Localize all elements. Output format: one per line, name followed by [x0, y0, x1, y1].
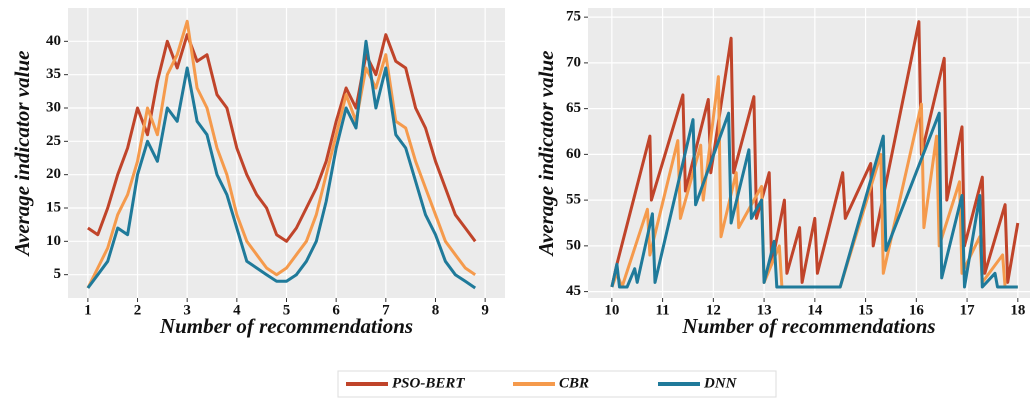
- y-tick-label: 5: [54, 266, 62, 282]
- x-tick-label: 11: [656, 302, 670, 318]
- legend-label: CBR: [559, 375, 589, 391]
- y-tick-label: 45: [566, 283, 581, 299]
- y-tick-label: 70: [566, 54, 581, 70]
- x-tick-label: 6: [332, 302, 340, 318]
- y-tick-label: 10: [46, 233, 61, 249]
- y-axis-title: Average indicator value: [10, 51, 34, 258]
- y-tick-label: 25: [46, 133, 61, 149]
- x-tick-label: 15: [858, 302, 873, 318]
- y-tick-label: 60: [566, 146, 581, 162]
- x-tick-label: 13: [757, 302, 772, 318]
- x-tick-label: 12: [706, 302, 721, 318]
- x-tick-label: 2: [134, 302, 142, 318]
- x-tick-label: 7: [382, 302, 390, 318]
- series-line: [87, 33, 477, 243]
- y-tick-label: 30: [46, 99, 61, 115]
- series-line: [610, 111, 1018, 289]
- x-tick-label: 3: [183, 302, 191, 318]
- x-tick-label: 4: [233, 302, 241, 318]
- series-line: [610, 20, 1020, 288]
- x-tick-label: 8: [432, 302, 440, 318]
- legend-label: PSO-BERT: [392, 375, 465, 391]
- series-line: [86, 19, 477, 289]
- x-axis-title: Number of recommendations: [681, 314, 935, 338]
- x-tick-label: 18: [1010, 302, 1025, 318]
- legend-label: DNN: [703, 375, 738, 391]
- series-line: [610, 75, 1018, 289]
- x-tick-label: 1: [84, 302, 92, 318]
- series-line: [86, 39, 477, 290]
- x-axis-title: Number of recommendations: [159, 314, 413, 338]
- y-axis-title: Average indicator value: [534, 51, 558, 258]
- legend-box: [337, 370, 777, 398]
- x-tick-label: 16: [909, 302, 925, 318]
- y-tick-label: 75: [566, 9, 581, 25]
- x-tick-label: 10: [604, 302, 619, 318]
- y-tick-label: 55: [566, 192, 581, 208]
- y-tick-label: 20: [46, 166, 61, 182]
- y-tick-label: 65: [566, 100, 581, 116]
- y-tick-label: 15: [46, 199, 61, 215]
- y-tick-label: 35: [46, 66, 61, 82]
- y-tick-label: 40: [46, 33, 61, 49]
- y-tick-label: 50: [566, 237, 581, 253]
- x-tick-label: 14: [807, 302, 823, 318]
- x-tick-label: 9: [481, 302, 489, 318]
- x-tick-label: 5: [283, 302, 291, 318]
- x-tick-label: 17: [960, 302, 976, 318]
